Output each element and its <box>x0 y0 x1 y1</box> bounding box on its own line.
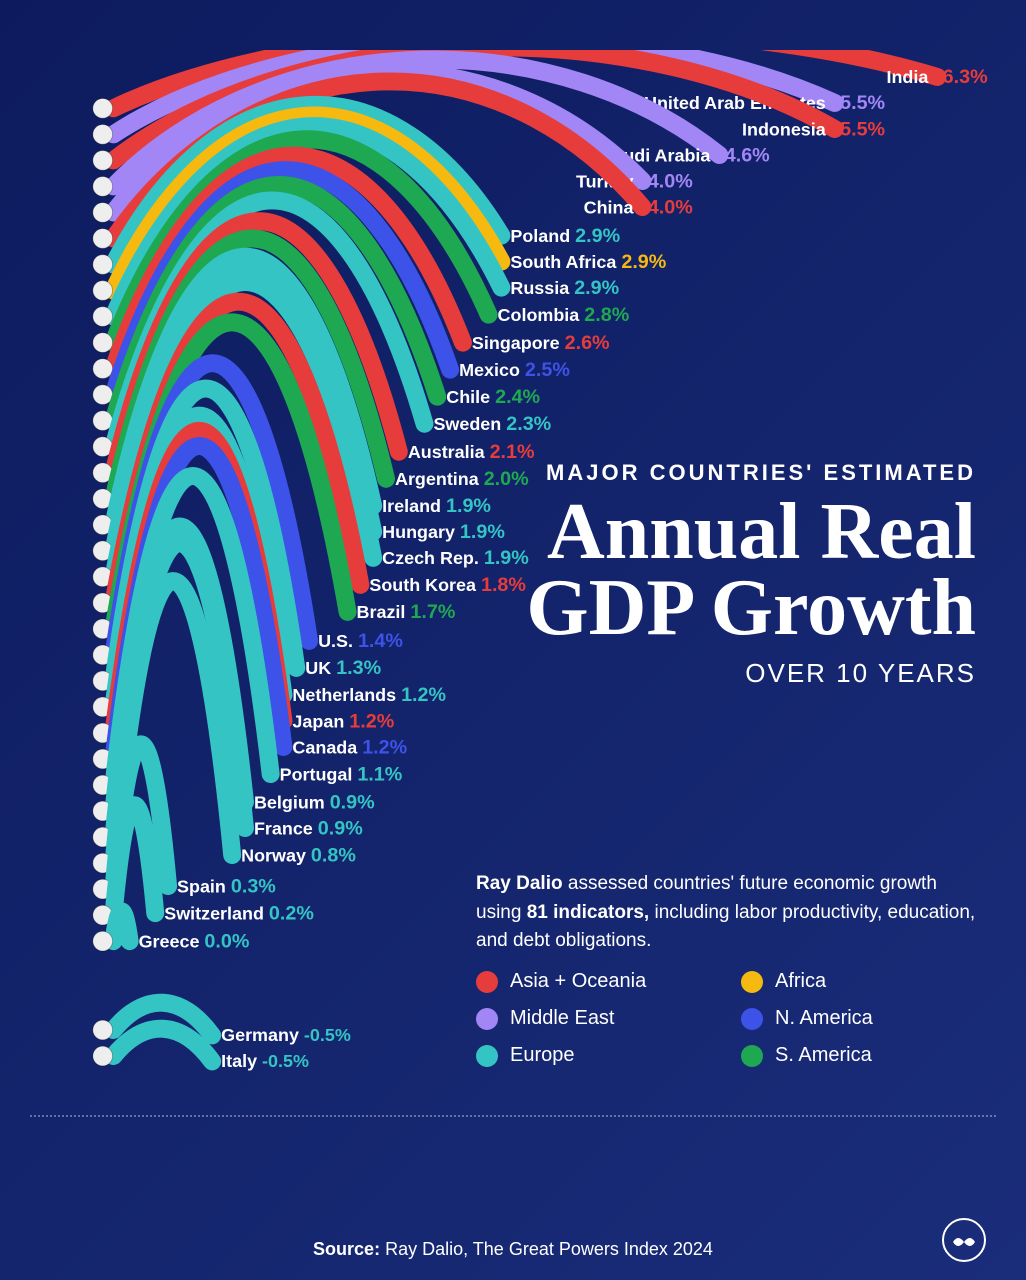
country-label-group: India <box>886 67 929 87</box>
legend-dot-icon <box>476 1045 498 1067</box>
country-value: 4.0% <box>648 170 693 192</box>
country-value: 5.5% <box>840 92 885 114</box>
country-value: 4.6% <box>725 144 770 166</box>
flag-icon <box>93 229 113 249</box>
country-label-group: Belgium 0.9% <box>254 791 375 813</box>
country-label-group: Colombia 2.8% <box>498 304 630 326</box>
flag-icon <box>93 177 113 197</box>
legend-item: Africa <box>741 970 976 993</box>
subtitle-bottom: OVER 10 YEARS <box>476 658 976 689</box>
country-value: 4.0% <box>648 196 693 218</box>
description-text: Ray Dalio assessed countries' future eco… <box>476 870 976 956</box>
flag-icon <box>93 255 113 275</box>
country-label-group: Greece 0.0% <box>139 930 250 952</box>
country-label-group: Sweden 2.3% <box>433 413 551 435</box>
country-label-group: U.S. 1.4% <box>318 630 403 652</box>
legend-label: Africa <box>775 970 826 993</box>
country-value: 6.3% <box>943 66 988 88</box>
legend-item: Asia + Oceania <box>476 970 711 993</box>
country-label-group: Chile 2.4% <box>446 386 540 408</box>
country-label-group: Portugal 1.1% <box>280 763 403 785</box>
flag-icon <box>93 359 113 379</box>
flag-icon <box>93 98 113 118</box>
country-label-group: Netherlands 1.2% <box>292 684 446 706</box>
flag-icon <box>93 124 113 144</box>
flag-icon <box>93 281 113 301</box>
country-label-group: South Africa 2.9% <box>510 251 666 273</box>
flag-icon <box>93 385 113 405</box>
flag-icon <box>93 931 113 951</box>
legend-label: S. America <box>775 1044 872 1067</box>
country-label-group: UK 1.3% <box>305 657 381 679</box>
country-label-group: China <box>584 197 635 217</box>
country-label-group: Indonesia <box>742 119 827 139</box>
country-label-group: Norway 0.8% <box>241 844 356 866</box>
brand-logo-icon <box>942 1218 986 1262</box>
country-value: 5.5% <box>840 118 885 140</box>
flag-icon <box>93 1020 113 1040</box>
flag-icon <box>93 1046 113 1066</box>
flag-icon <box>93 333 113 353</box>
country-label-group: France 0.9% <box>254 817 363 839</box>
legend: Asia + Oceania Africa Middle East N. Americ… <box>476 970 976 1067</box>
divider-line <box>30 1115 996 1117</box>
flag-icon <box>93 151 113 171</box>
legend-label: Europe <box>510 1044 575 1067</box>
flag-icon <box>93 203 113 223</box>
legend-dot-icon <box>741 971 763 993</box>
source-text: Source: Ray Dalio, The Great Powers Inde… <box>0 1239 1026 1260</box>
country-arc <box>113 911 129 941</box>
legend-dot-icon <box>741 1008 763 1030</box>
country-label-group: Mexico 2.5% <box>459 359 570 381</box>
country-arc <box>113 805 155 915</box>
legend-label: Asia + Oceania <box>510 970 646 993</box>
legend-label: N. America <box>775 1007 873 1030</box>
country-label-group: Italy -0.5% <box>221 1051 309 1071</box>
country-label-group: Canada 1.2% <box>292 736 407 758</box>
subtitle-top: MAJOR COUNTRIES' ESTIMATED <box>476 460 976 486</box>
legend-item: Europe <box>476 1044 711 1067</box>
title-block: MAJOR COUNTRIES' ESTIMATED Annual Real G… <box>476 460 976 689</box>
country-label-group: Poland 2.9% <box>510 225 620 247</box>
legend-item: N. America <box>741 1007 976 1030</box>
country-label-group: Japan 1.2% <box>292 710 394 732</box>
country-label-group: Singapore 2.6% <box>472 332 610 354</box>
country-label-group: Spain 0.3% <box>177 875 276 897</box>
legend-dot-icon <box>476 1008 498 1030</box>
legend-dot-icon <box>476 971 498 993</box>
main-title: Annual Real GDP Growth <box>476 494 976 646</box>
country-label-group: Russia 2.9% <box>510 277 619 299</box>
country-label-group: Brazil 1.7% <box>357 601 456 623</box>
legend-label: Middle East <box>510 1007 615 1030</box>
legend-item: Middle East <box>476 1007 711 1030</box>
flag-icon <box>93 307 113 327</box>
country-label-group: Germany -0.5% <box>221 1025 351 1045</box>
country-label-group: Switzerland 0.2% <box>164 902 314 924</box>
legend-dot-icon <box>741 1045 763 1067</box>
country-arc-negative <box>113 1029 212 1062</box>
legend-item: S. America <box>741 1044 976 1067</box>
